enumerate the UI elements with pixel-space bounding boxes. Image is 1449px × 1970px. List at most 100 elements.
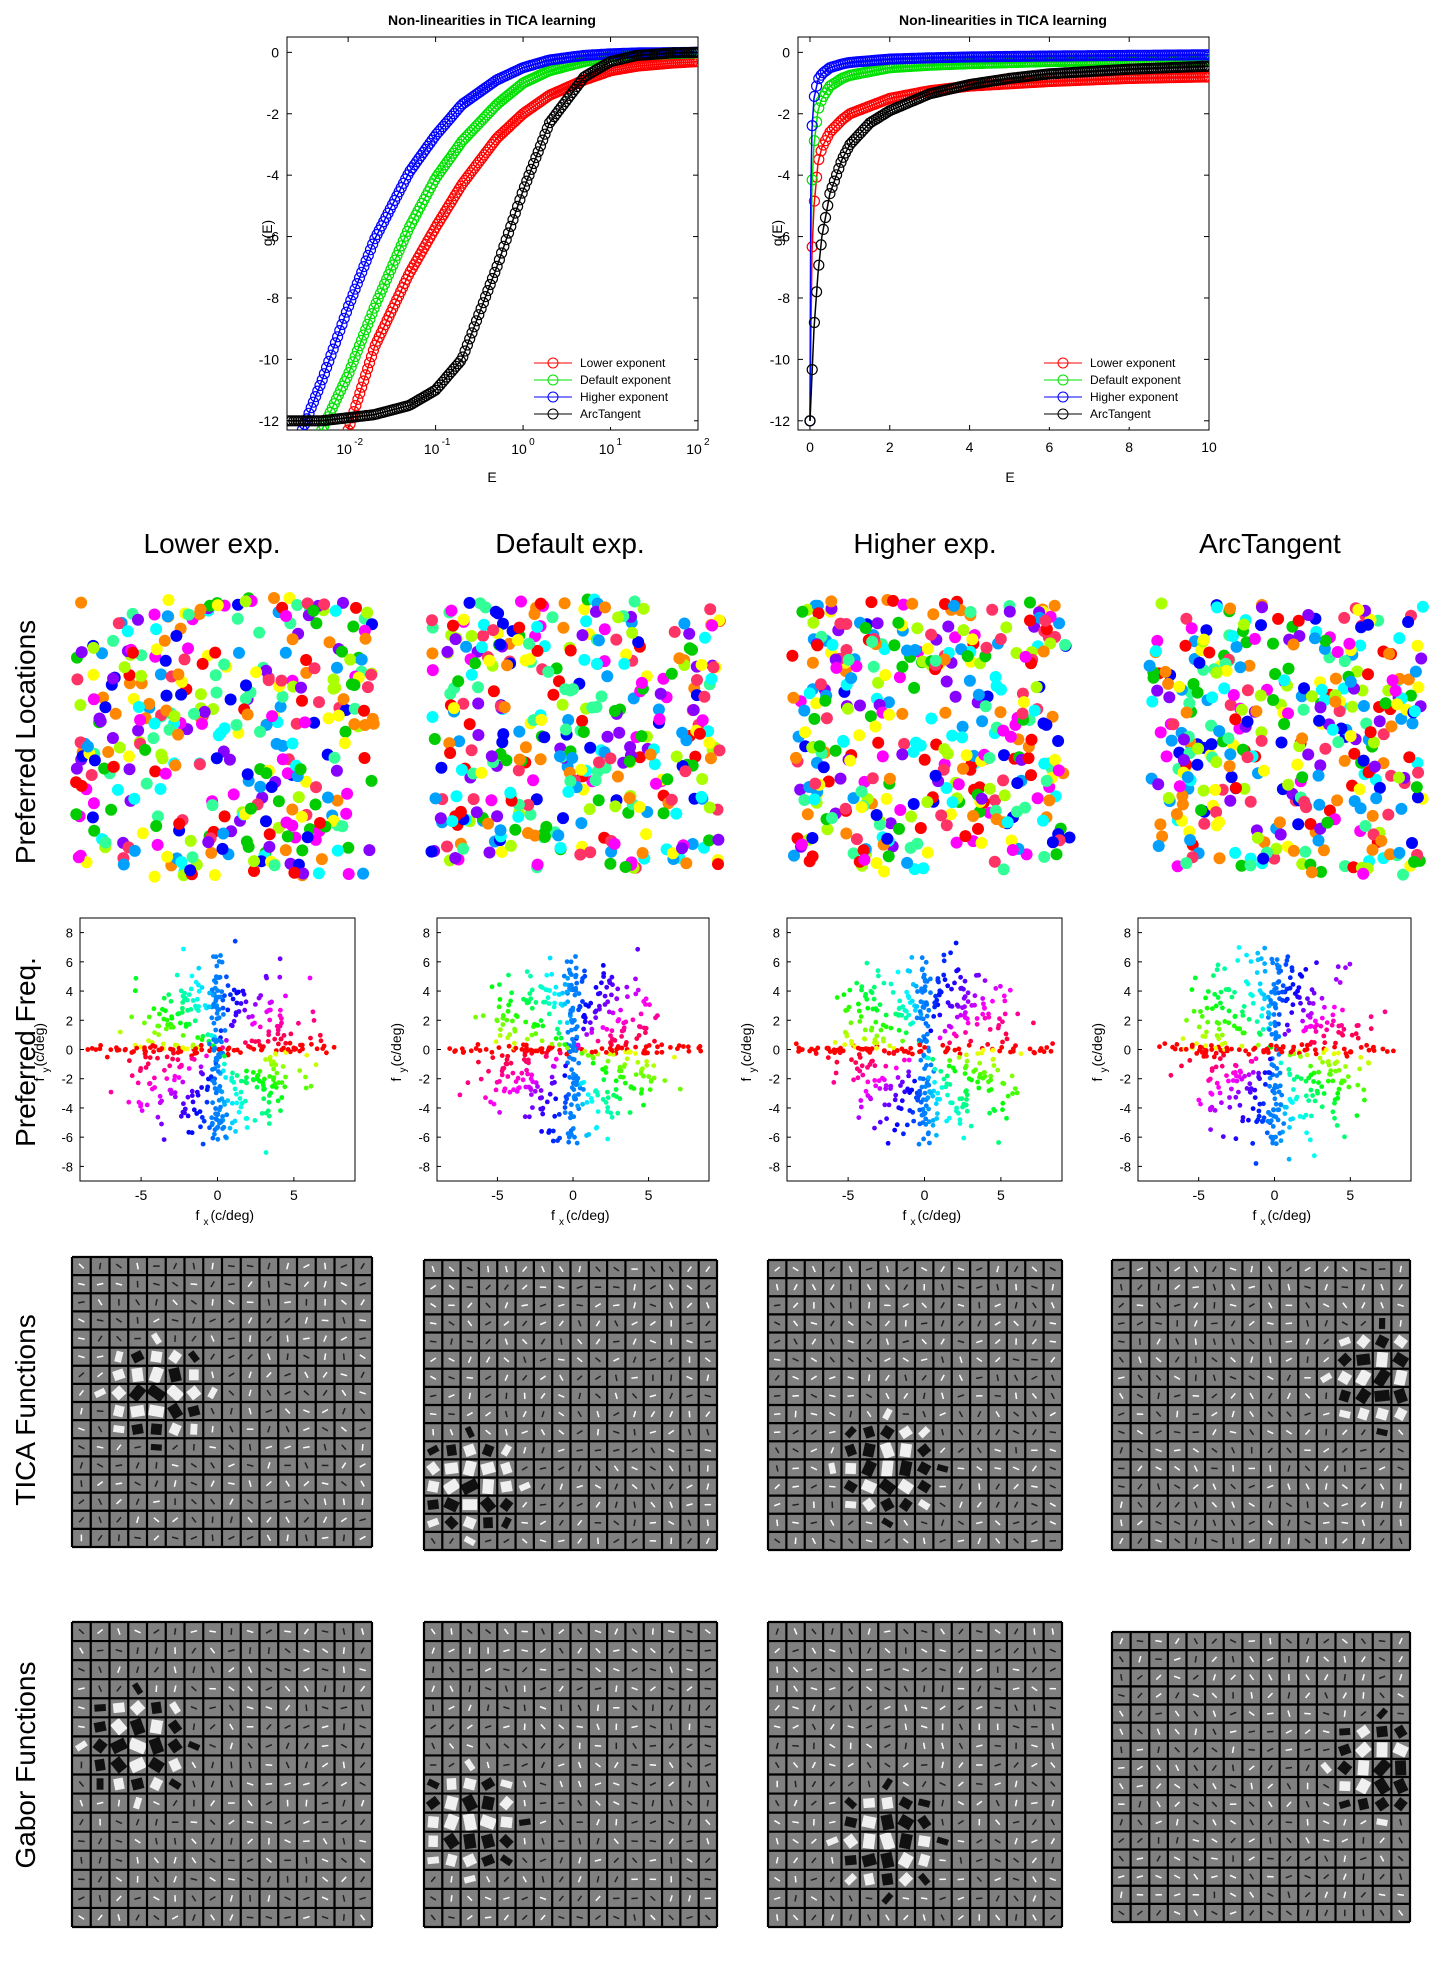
frequency-point bbox=[1214, 967, 1220, 973]
frequency-point bbox=[949, 1100, 955, 1106]
frequency-point bbox=[493, 1087, 499, 1093]
frequency-point bbox=[568, 1008, 574, 1013]
frequency-point bbox=[324, 1050, 329, 1056]
frequency-point bbox=[652, 1038, 657, 1044]
frequency-point bbox=[480, 1013, 486, 1019]
location-dot bbox=[276, 739, 289, 752]
frequency-point bbox=[964, 1058, 970, 1064]
location-dot bbox=[1351, 665, 1364, 678]
frequency-point bbox=[626, 1049, 631, 1055]
frequency-point bbox=[185, 1094, 191, 1100]
frequency-point bbox=[539, 1129, 544, 1134]
location-dot bbox=[834, 772, 847, 785]
location-dot bbox=[872, 676, 885, 689]
frequency-point bbox=[207, 990, 213, 996]
location-dot bbox=[308, 716, 321, 729]
location-dot bbox=[712, 833, 725, 846]
location-dot bbox=[513, 753, 526, 766]
frequency-point bbox=[252, 1118, 258, 1123]
data-point bbox=[808, 195, 821, 207]
frequency-point bbox=[919, 955, 925, 961]
location-dot bbox=[586, 701, 599, 714]
data-point bbox=[325, 349, 337, 361]
frequency-point bbox=[85, 1047, 91, 1052]
frequency-point bbox=[230, 996, 236, 1002]
frequency-point bbox=[571, 1057, 577, 1062]
location-dot bbox=[329, 604, 342, 617]
frequency-point bbox=[564, 1020, 570, 1026]
frequency-point bbox=[163, 1026, 169, 1032]
location-dot bbox=[665, 793, 678, 806]
frequency-point bbox=[888, 1083, 894, 1089]
location-dot bbox=[102, 746, 115, 758]
location-dot bbox=[329, 681, 342, 694]
frequency-point bbox=[156, 1047, 162, 1053]
data-point bbox=[350, 399, 362, 412]
frequency-point bbox=[941, 972, 947, 978]
frequency-point bbox=[917, 1107, 923, 1113]
data-point bbox=[806, 364, 818, 376]
data-point bbox=[518, 181, 531, 193]
frequency-point bbox=[308, 1035, 313, 1041]
location-dot bbox=[342, 868, 355, 880]
data-point bbox=[435, 212, 447, 224]
location-dot bbox=[576, 629, 589, 642]
frequency-point bbox=[924, 1039, 929, 1044]
frequency-point bbox=[224, 1038, 229, 1043]
location-dot bbox=[301, 831, 314, 844]
location-dot bbox=[128, 844, 141, 857]
location-dot bbox=[1209, 783, 1222, 796]
location-dot bbox=[239, 595, 252, 608]
frequency-point bbox=[151, 1006, 157, 1012]
frequency-point bbox=[975, 1079, 980, 1085]
frequency-point bbox=[192, 1018, 198, 1024]
frequency-point bbox=[1241, 1004, 1247, 1009]
frequency-point bbox=[968, 1123, 974, 1129]
frequency-point bbox=[624, 984, 630, 990]
location-dot bbox=[944, 808, 957, 821]
data-point bbox=[340, 306, 352, 318]
location-dot bbox=[322, 712, 335, 725]
data-point bbox=[450, 144, 462, 156]
frequency-point bbox=[993, 986, 999, 991]
location-dot bbox=[810, 697, 823, 710]
frequency-point bbox=[590, 1060, 596, 1066]
location-dot bbox=[1000, 621, 1013, 634]
frequency-point bbox=[277, 956, 283, 962]
frequency-point bbox=[655, 1044, 660, 1050]
frequency-point bbox=[998, 983, 1003, 989]
location-dot bbox=[942, 620, 955, 633]
frequency-point bbox=[498, 1027, 503, 1032]
location-dot bbox=[457, 613, 470, 626]
frequency-point bbox=[876, 973, 881, 979]
frequency-point bbox=[266, 1121, 272, 1126]
frequency-point bbox=[1268, 1021, 1273, 1027]
frequency-point bbox=[199, 1085, 205, 1090]
frequency-point bbox=[549, 971, 555, 977]
location-dot bbox=[840, 827, 853, 840]
frequency-point bbox=[575, 1075, 581, 1081]
location-dot bbox=[281, 830, 294, 843]
location-dot bbox=[182, 608, 195, 621]
data-point bbox=[806, 174, 818, 186]
location-dot bbox=[205, 846, 218, 859]
location-dot bbox=[623, 755, 636, 768]
location-dot bbox=[620, 648, 633, 661]
frequency-point bbox=[621, 1020, 627, 1026]
frequency-point bbox=[208, 1074, 214, 1080]
location-dot bbox=[678, 617, 691, 630]
frequency-point bbox=[234, 1073, 240, 1078]
frequency-point bbox=[549, 1074, 555, 1080]
frequency-point bbox=[921, 1005, 927, 1010]
frequency-point bbox=[573, 965, 579, 971]
data-point bbox=[366, 308, 378, 320]
location-dot bbox=[449, 633, 462, 646]
frequency-point bbox=[945, 1092, 950, 1098]
frequency-point bbox=[914, 1015, 920, 1021]
frequency-point bbox=[1281, 1121, 1287, 1126]
frequency-point bbox=[508, 998, 513, 1004]
data-point bbox=[486, 272, 499, 285]
location-dot bbox=[111, 783, 124, 796]
frequency-point bbox=[207, 1125, 212, 1131]
frequency-point bbox=[963, 1030, 968, 1035]
